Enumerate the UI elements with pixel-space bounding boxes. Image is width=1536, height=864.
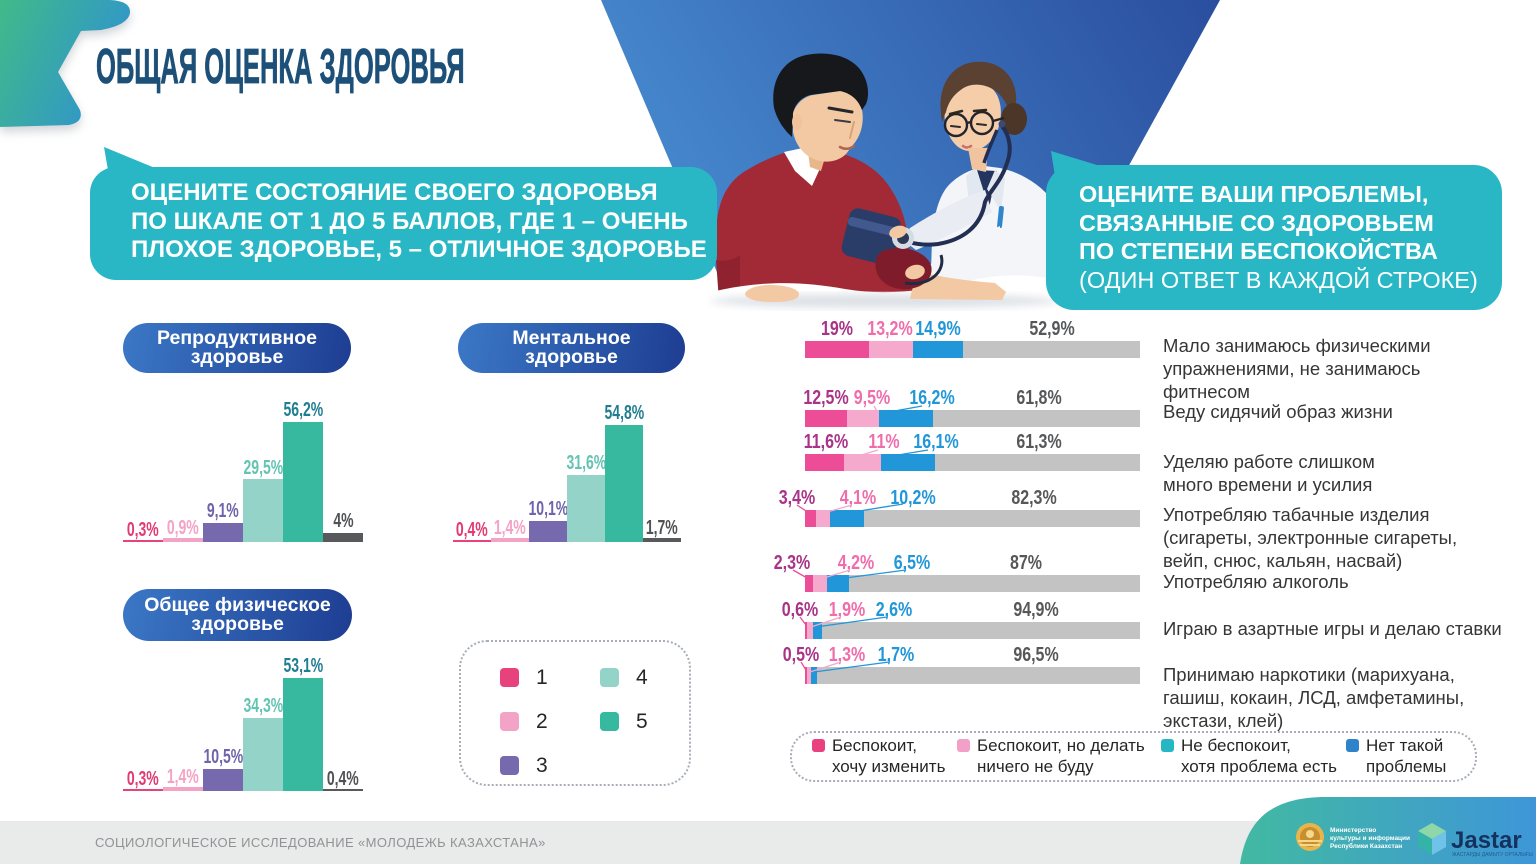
svg-text:культуры и информации: культуры и информации — [1330, 835, 1410, 842]
svg-text:Министерство: Министерство — [1330, 827, 1376, 834]
svg-text:Jastar: Jastar — [1451, 827, 1522, 854]
svg-text:Республики Казахстан: Республики Казахстан — [1330, 842, 1402, 850]
svg-text:ЖАСТАРДЫ ДАМЫТУ ОРТАЛЫҒЫ: ЖАСТАРДЫ ДАМЫТУ ОРТАЛЫҒЫ — [1452, 852, 1533, 858]
